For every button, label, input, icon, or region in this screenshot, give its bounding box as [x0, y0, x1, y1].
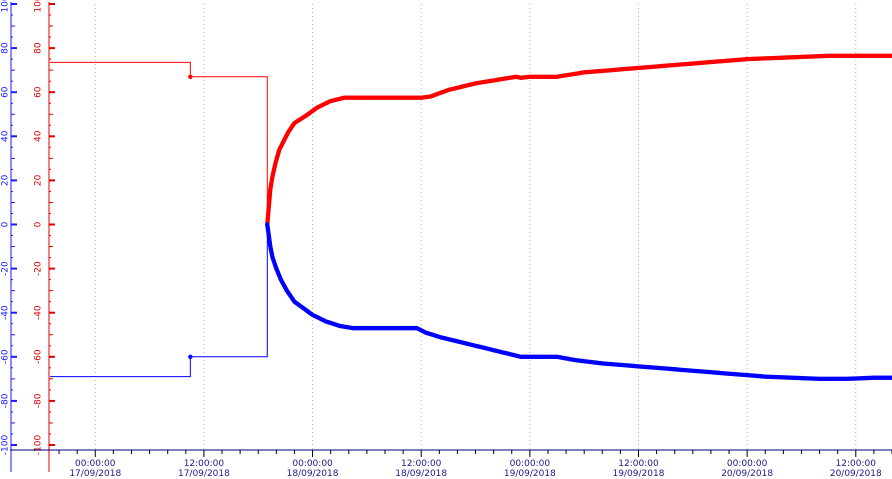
- x-tick-label-time: 12:00:00: [836, 459, 877, 469]
- y-axis-red-tick-label: 60: [34, 86, 44, 98]
- x-tick-label-time: 12:00:00: [618, 459, 659, 469]
- y-axis-blue-tick-label: -60: [1, 349, 11, 364]
- x-tick-label-date: 18/09/2018: [395, 469, 447, 479]
- x-tick-label-date: 19/09/2018: [613, 469, 665, 479]
- series: [50, 53, 892, 382]
- blue-series-line: [266, 224, 892, 381]
- x-tick-label-date: 18/09/2018: [287, 469, 339, 479]
- x-tick-label-time: 00:00:00: [75, 459, 116, 469]
- y-axis-red-tick-label: 40: [34, 130, 44, 142]
- y-axis-blue-tick-label: -20: [1, 261, 11, 276]
- y-axis-red-tick-label: -60: [34, 349, 44, 364]
- blue-series-step: [50, 224, 268, 378]
- y-axis-red-tick-label: 80: [34, 42, 44, 54]
- y-axis-blue-tick-label: -80: [1, 393, 11, 408]
- y-axis-red-tick-label: -100: [34, 435, 44, 456]
- y-axis-red-tick-label: 0: [34, 221, 44, 227]
- x-tick-label-date: 17/09/2018: [69, 469, 121, 479]
- x-tick-label-date: 20/09/2018: [721, 469, 773, 479]
- x-tick-label-date: 20/09/2018: [830, 469, 882, 479]
- y-axis-red-tick-label: -20: [34, 261, 44, 276]
- y-axis-blue-tick-label: 80: [1, 42, 11, 54]
- y-axis-blue-tick-label: 20: [1, 174, 11, 186]
- y-axis-blue-tick-label: -40: [1, 305, 11, 320]
- y-axes: 100 80 60 40 20 0 -20 -40 -60 -80 -100 100 80 60 40 20 0…: [1, 0, 55, 472]
- x-tick-label-time: 00:00:00: [292, 459, 333, 469]
- red-series-step: [50, 61, 268, 225]
- x-tick-label-time: 12:00:00: [184, 459, 225, 469]
- x-tick-label-date: 17/09/2018: [178, 469, 230, 479]
- x-tick-label-time: 00:00:00: [510, 459, 551, 469]
- y-axis-red-tick-label: 100: [34, 0, 44, 13]
- blue-series-point: [889, 375, 892, 380]
- blue-series-point: [188, 354, 193, 359]
- x-tick-label-date: 19/09/2018: [504, 469, 556, 479]
- y-axis-blue-tick-label: 100: [1, 0, 11, 13]
- x-axis: 00:00:0017/09/201812:00:0017/09/201800:0…: [10, 449, 892, 479]
- red-series-point: [889, 53, 892, 59]
- y-axis-blue-tick-label: 0: [1, 221, 11, 227]
- red-series-line: [266, 54, 892, 225]
- x-tick-label-time: 00:00:00: [727, 459, 768, 469]
- grid: [94, 4, 857, 450]
- y-axis-blue-tick-label: 40: [1, 130, 11, 142]
- y-axis-red-tick-label: -80: [34, 393, 44, 408]
- red-series-point: [188, 74, 193, 79]
- y-axis-red-tick-label: -40: [34, 305, 44, 320]
- y-axis-blue-tick-label: -100: [1, 435, 11, 456]
- y-axis-red-tick-label: 20: [34, 174, 44, 186]
- y-axis-blue-tick-label: 60: [1, 86, 11, 98]
- x-tick-label-time: 12:00:00: [401, 459, 442, 469]
